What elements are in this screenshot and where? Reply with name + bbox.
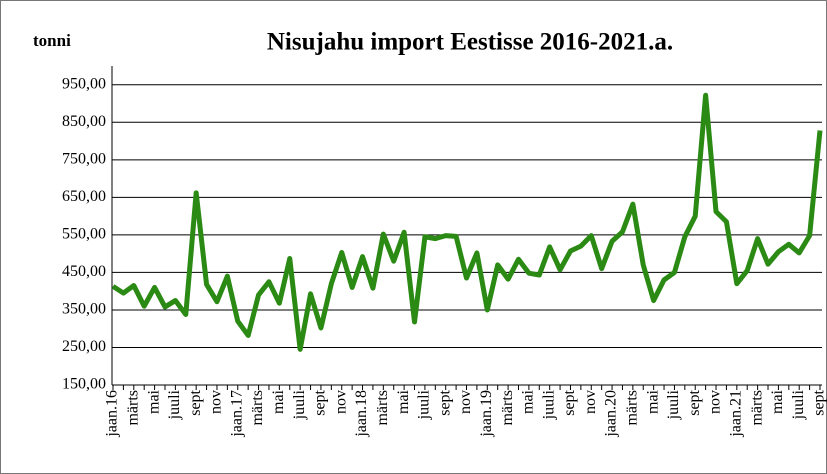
x-tick-label: juuli bbox=[790, 389, 807, 420]
x-tick-label: jaan.20 bbox=[603, 390, 620, 438]
x-tick-label: jaan.21 bbox=[727, 390, 744, 438]
x-tick-label: nov bbox=[457, 390, 474, 414]
x-tick-label: nov bbox=[582, 390, 599, 414]
y-tick-label: 950,00 bbox=[62, 75, 106, 92]
data-line bbox=[111, 92, 823, 352]
x-tick-label: sept bbox=[811, 389, 827, 415]
x-tick-label: juuli bbox=[291, 389, 308, 420]
x-tick-label: mai bbox=[145, 389, 162, 414]
x-tick-label: juuli bbox=[665, 389, 682, 420]
x-tick-label: sept bbox=[561, 389, 578, 415]
y-tick-label: 250,00 bbox=[62, 338, 106, 355]
x-tick-label: mai bbox=[270, 389, 287, 414]
x-tick-label: jaan.19 bbox=[478, 390, 495, 438]
x-tick-label: jaan.17 bbox=[228, 390, 245, 438]
x-tick-label: märts bbox=[748, 390, 765, 426]
x-tick-label: mai bbox=[395, 389, 412, 414]
x-tick-label: juuli bbox=[540, 389, 557, 420]
y-tick-label: 150,00 bbox=[62, 376, 106, 393]
x-tick-label: nov bbox=[707, 390, 724, 414]
x-tick-label: sept bbox=[187, 389, 204, 415]
y-tick-label: 450,00 bbox=[62, 263, 106, 280]
x-tick-label: mai bbox=[769, 389, 786, 414]
x-tick-label: märts bbox=[624, 390, 641, 426]
x-tick-label: märts bbox=[124, 390, 141, 426]
x-tick-label: juuli bbox=[416, 389, 433, 420]
y-axis-label: tonni bbox=[33, 31, 71, 50]
x-tick-label: jaan.16 bbox=[104, 390, 121, 438]
x-tick-label: märts bbox=[249, 390, 266, 426]
chart-title: Nisujahu import Eestisse 2016-2021.a. bbox=[267, 29, 673, 56]
y-tick-label: 750,00 bbox=[62, 150, 106, 167]
x-tick-label: mai bbox=[520, 389, 537, 414]
x-tick-label: sept bbox=[312, 389, 329, 415]
y-tick-label: 350,00 bbox=[62, 301, 106, 318]
x-tick-label: nov bbox=[332, 390, 349, 414]
x-tick-label: sept bbox=[686, 389, 703, 415]
y-tick-label: 850,00 bbox=[62, 113, 106, 130]
x-tick-label: märts bbox=[499, 390, 516, 426]
y-tick-label: 650,00 bbox=[62, 188, 106, 205]
x-tick-label: sept bbox=[436, 389, 453, 415]
x-tick-label: juuli bbox=[166, 389, 183, 420]
x-tick-label: märts bbox=[374, 390, 391, 426]
y-tick-label: 550,00 bbox=[62, 226, 106, 243]
x-tick-label: mai bbox=[644, 389, 661, 414]
x-tick-label: nov bbox=[208, 390, 225, 414]
x-tick-label: jaan.18 bbox=[353, 390, 370, 438]
